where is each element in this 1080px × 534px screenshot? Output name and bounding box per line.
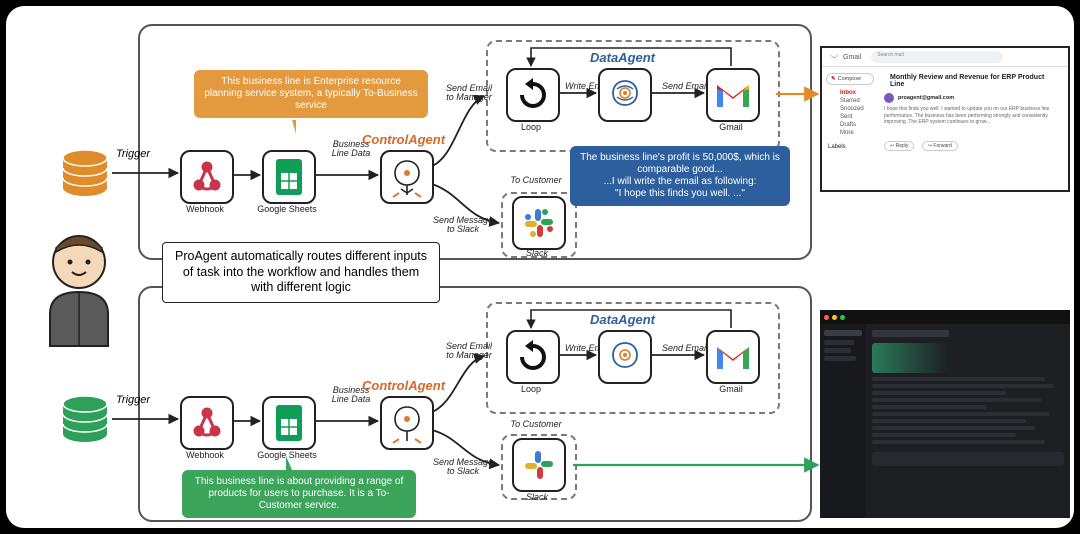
webhook-node-top [180, 150, 234, 204]
sheets-node-top [262, 150, 316, 204]
gmail-from: proagent@gmail.com [898, 95, 954, 101]
webhook-label-bottom: Webhook [171, 450, 239, 460]
gmail-node-bottom [706, 330, 760, 384]
gmail-logo-icon [828, 52, 840, 62]
callout-bottom-green: This business line is about providing a … [182, 470, 416, 518]
gmail-node-top [706, 68, 760, 122]
loop-label-top: Loop [497, 122, 565, 132]
gmail-forward-button[interactable]: ↪ Forward [922, 141, 958, 151]
webhook-label-top: Webhook [171, 204, 239, 214]
send-msg-slack-label-bottom: Send Message to Slack [428, 458, 498, 477]
gmail-screenshot: Gmail Search mail ✎Compose Inbox Starred… [820, 46, 1070, 192]
trigger-label-bottom: Trigger [116, 394, 150, 406]
sheets-node-bottom [262, 396, 316, 450]
gmail-sidebar-item[interactable]: Sent [822, 113, 878, 121]
loop-label-bottom: Loop [497, 384, 565, 394]
gmail-sidebar-item[interactable]: Snoozed [822, 105, 878, 113]
main-frame: Trigger Trigger ProAgent automatically r… [6, 6, 1074, 528]
dark-screenshot [820, 310, 1070, 518]
gmail-sidebar-item[interactable]: Starred [822, 97, 878, 105]
gmail-reply-button[interactable]: ↩ Reply [884, 141, 914, 151]
controlagent-label-bottom: ControlAgent [362, 378, 445, 393]
send-email-mgr-label-bottom: Send Email to Manager [434, 342, 504, 361]
slack-label-bottom: Slack [503, 492, 571, 502]
controlagent-node-bottom [380, 396, 434, 450]
send-email-mgr-label-top: Send Email to Manager [434, 84, 504, 103]
gmail-body: I hope this finds you well. I wanted to … [884, 106, 1062, 126]
loop-node-top [506, 68, 560, 122]
avatar-icon [884, 93, 894, 103]
dataagent-node-bottom [598, 330, 652, 384]
callout-blue: The business line's profit is 50,000$, w… [570, 146, 790, 206]
callout-top-orange: This business line is Enterprise resourc… [194, 70, 428, 118]
slack-node-top [512, 196, 566, 250]
loop-node-bottom [506, 330, 560, 384]
db-icon-top [58, 146, 112, 200]
slack-label-top: Slack [503, 248, 571, 258]
gmail-label-top: Gmail [697, 122, 765, 132]
send-msg-slack-label-top: Send Message to Slack [428, 216, 498, 235]
center-description: ProAgent automatically routes different … [162, 242, 440, 303]
gmail-sidebar-item[interactable]: Drafts [822, 121, 878, 129]
gmail-sidebar-item[interactable]: More [822, 129, 878, 137]
gmail-search[interactable]: Search mail [871, 51, 1003, 63]
gmail-compose-button[interactable]: ✎Compose [826, 73, 874, 85]
slack-node-bottom [512, 438, 566, 492]
sheets-label-top: Google Sheets [253, 204, 321, 214]
gmail-subject: Monthly Review and Revenue for ERP Produ… [884, 71, 1062, 91]
dataagent-label-top: DataAgent [590, 50, 655, 65]
gmail-sidebar-item[interactable]: Inbox [822, 89, 878, 97]
controlagent-label-top: ControlAgent [362, 132, 445, 147]
trigger-label-top: Trigger [116, 148, 150, 160]
gmail-label-bottom: Gmail [697, 384, 765, 394]
dataagent-node-top [598, 68, 652, 122]
db-icon-bottom [58, 392, 112, 446]
sheets-label-bottom: Google Sheets [253, 450, 321, 460]
controlagent-node-top [380, 150, 434, 204]
gmail-labels-header: Labels [822, 143, 878, 151]
gmail-title: Gmail [843, 54, 861, 61]
webhook-node-bottom [180, 396, 234, 450]
to-customer-label-top: To Customer [501, 176, 571, 185]
user-icon [36, 228, 122, 348]
to-customer-label-bottom: To Customer [501, 420, 571, 429]
dataagent-label-bottom: DataAgent [590, 312, 655, 327]
